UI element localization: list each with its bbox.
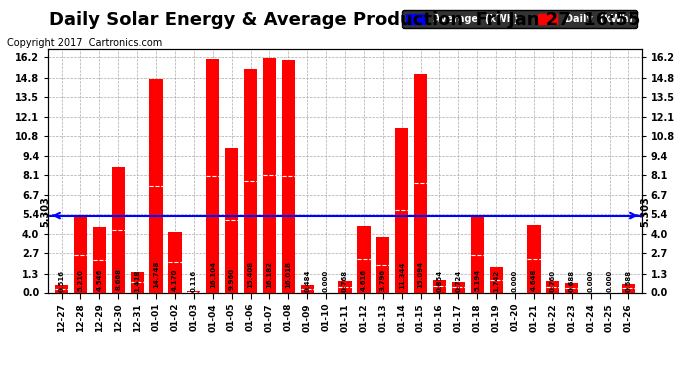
Bar xyxy=(55,285,68,292)
Text: 1.742: 1.742 xyxy=(493,270,499,292)
Text: 4.616: 4.616 xyxy=(361,269,367,291)
Bar xyxy=(357,225,371,292)
Bar xyxy=(471,217,484,292)
Bar xyxy=(338,281,352,292)
Bar xyxy=(130,272,144,292)
Bar xyxy=(92,226,106,292)
Bar xyxy=(452,282,465,292)
Bar xyxy=(150,78,163,292)
Text: 3.796: 3.796 xyxy=(380,269,386,291)
Text: 9.960: 9.960 xyxy=(228,267,235,290)
Bar xyxy=(263,58,276,292)
Text: 0.000: 0.000 xyxy=(512,270,518,292)
Text: 4.546: 4.546 xyxy=(97,269,102,291)
Text: 16.104: 16.104 xyxy=(210,261,216,288)
Text: 0.760: 0.760 xyxy=(550,270,556,292)
Bar xyxy=(74,217,87,292)
Bar xyxy=(112,167,125,292)
Legend: Average  (kWh), Daily  (kWh): Average (kWh), Daily (kWh) xyxy=(402,10,637,28)
Bar xyxy=(244,69,257,292)
Text: 0.484: 0.484 xyxy=(304,270,310,292)
Text: 5.210: 5.210 xyxy=(77,269,83,291)
Text: 1.418: 1.418 xyxy=(134,270,140,292)
Bar xyxy=(622,284,635,292)
Bar xyxy=(565,282,578,292)
Bar xyxy=(282,60,295,292)
Text: 16.018: 16.018 xyxy=(285,261,291,288)
Bar xyxy=(168,232,181,292)
Bar xyxy=(546,282,560,292)
Bar xyxy=(187,291,200,292)
Bar xyxy=(376,237,389,292)
Bar xyxy=(490,267,503,292)
Text: 5.303: 5.303 xyxy=(40,196,50,226)
Text: 0.688: 0.688 xyxy=(569,270,575,292)
Text: 14.748: 14.748 xyxy=(153,261,159,288)
Bar xyxy=(527,225,540,292)
Text: 0.000: 0.000 xyxy=(323,270,329,292)
Text: 0.000: 0.000 xyxy=(588,270,593,292)
Bar xyxy=(433,280,446,292)
Text: 0.000: 0.000 xyxy=(607,270,613,292)
Bar xyxy=(414,74,427,292)
Text: 0.768: 0.768 xyxy=(342,270,348,292)
Text: 0.516: 0.516 xyxy=(59,270,65,292)
Text: 0.854: 0.854 xyxy=(437,270,442,292)
Text: 4.648: 4.648 xyxy=(531,269,537,291)
Bar xyxy=(206,59,219,292)
Text: Daily Solar Energy & Average Production  Fri Jan 27  16:55: Daily Solar Energy & Average Production … xyxy=(49,11,641,29)
Text: 0.116: 0.116 xyxy=(191,270,197,292)
Bar xyxy=(301,285,314,292)
Text: Copyright 2017  Cartronics.com: Copyright 2017 Cartronics.com xyxy=(7,38,162,48)
Bar xyxy=(395,128,408,292)
Text: 15.408: 15.408 xyxy=(248,261,253,288)
Text: 4.170: 4.170 xyxy=(172,269,178,291)
Text: 15.094: 15.094 xyxy=(417,261,424,288)
Text: 5.303: 5.303 xyxy=(640,196,650,226)
Text: 11.344: 11.344 xyxy=(399,262,405,289)
Text: 5.194: 5.194 xyxy=(474,269,480,291)
Text: 8.668: 8.668 xyxy=(115,268,121,290)
Text: 0.724: 0.724 xyxy=(455,270,462,292)
Text: 16.182: 16.182 xyxy=(266,261,273,288)
Bar xyxy=(225,148,238,292)
Text: 0.588: 0.588 xyxy=(625,270,631,292)
